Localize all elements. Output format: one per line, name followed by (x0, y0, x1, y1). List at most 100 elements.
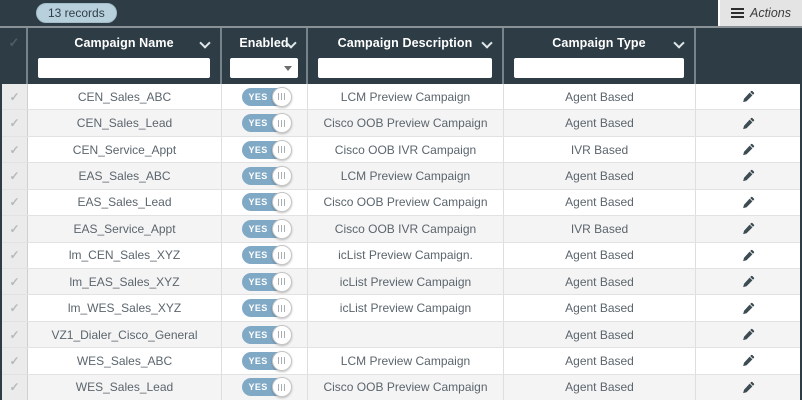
campaign-name-cell: CEN_Sales_ABC (28, 84, 222, 110)
enabled-cell: YES (222, 136, 308, 163)
select-all-header-cell[interactable]: ✓ (2, 28, 28, 84)
edit-button[interactable] (696, 375, 800, 400)
checkmark-icon: ✓ (9, 142, 20, 157)
column-header-campaign-description[interactable]: Campaign Description (308, 28, 504, 84)
table-row: ✓ EAS_Sales_ABC YES LCM Preview Campaign… (2, 163, 800, 190)
enabled-cell: YES (222, 374, 308, 401)
campaign-type-cell: Agent Based (504, 84, 696, 110)
enabled-toggle[interactable]: YES (241, 113, 292, 134)
campaign-type-cell: Agent Based (504, 242, 696, 268)
enabled-toggle[interactable]: YES (241, 165, 292, 186)
toggle-knob[interactable] (271, 192, 292, 213)
toggle-knob[interactable] (271, 245, 292, 266)
row-select-cell[interactable]: ✓ (2, 242, 28, 268)
toggle-on-label: YES (248, 382, 268, 393)
campaign-description-cell: LCM Preview Campaign (308, 348, 504, 374)
toggle-knob[interactable] (271, 113, 292, 134)
campaign-type-cell: Agent Based (504, 321, 696, 348)
table-row: ✓ CEN_Sales_ABC YES LCM Preview Campaign… (2, 84, 800, 111)
enabled-toggle[interactable]: YES (241, 245, 292, 266)
toggle-knob[interactable] (271, 218, 292, 239)
campaign-type-cell: Agent Based (504, 110, 696, 136)
checkmark-icon: ✓ (9, 195, 20, 210)
campaign-description-cell: LCM Preview Campaign (308, 163, 504, 189)
enabled-toggle[interactable]: YES (241, 298, 292, 319)
edit-button[interactable] (696, 190, 800, 215)
campaign-name-filter-input[interactable] (38, 58, 210, 78)
column-header-enabled[interactable]: Enabled (222, 28, 308, 84)
edit-button[interactable] (696, 110, 800, 135)
campaign-type-cell: Agent Based (504, 295, 696, 321)
edit-button[interactable] (696, 216, 800, 241)
edit-cell (696, 295, 800, 321)
enabled-toggle[interactable]: YES (241, 271, 292, 292)
enabled-toggle[interactable]: YES (241, 218, 292, 239)
column-header-campaign-name[interactable]: Campaign Name (28, 28, 222, 84)
campaign-name-cell: VZ1_Dialer_Cisco_General (28, 321, 222, 348)
toggle-knob[interactable] (271, 298, 292, 319)
table-body: ✓ CEN_Sales_ABC YES LCM Preview Campaign… (2, 84, 800, 401)
toggle-on-label: YES (248, 250, 268, 261)
edit-button[interactable] (696, 295, 800, 320)
campaign-type-cell: Agent Based (504, 189, 696, 216)
enabled-toggle[interactable]: YES (241, 192, 292, 213)
row-select-cell[interactable]: ✓ (2, 268, 28, 295)
edit-button[interactable] (696, 348, 800, 373)
row-select-cell[interactable]: ✓ (2, 216, 28, 242)
toggle-knob[interactable] (271, 271, 292, 292)
enabled-cell: YES (222, 242, 308, 268)
toggle-knob[interactable] (271, 324, 292, 345)
row-select-cell[interactable]: ✓ (2, 374, 28, 401)
enabled-cell: YES (222, 110, 308, 136)
campaign-name-cell: WES_Sales_ABC (28, 348, 222, 374)
actions-button-label: Actions (750, 6, 791, 20)
checkmark-icon: ✓ (9, 116, 20, 131)
edit-button[interactable] (696, 163, 800, 188)
table-row: ✓ lm_CEN_Sales_XYZ YES icList Preview Ca… (2, 242, 800, 269)
edit-button[interactable] (696, 269, 800, 294)
enabled-toggle[interactable]: YES (241, 324, 292, 345)
toggle-knob[interactable] (271, 86, 292, 107)
edit-button[interactable] (696, 243, 800, 268)
pencil-icon (742, 381, 754, 393)
edit-button[interactable] (696, 137, 800, 162)
toggle-on-label: YES (248, 355, 268, 366)
campaign-description-cell: Cisco OOB Preview Campaign (308, 110, 504, 136)
campaign-name-cell: WES_Sales_Lead (28, 374, 222, 401)
toggle-knob[interactable] (271, 377, 292, 398)
row-select-cell[interactable]: ✓ (2, 189, 28, 216)
actions-button[interactable]: Actions (718, 0, 802, 26)
edit-button[interactable] (696, 322, 800, 347)
enabled-cell: YES (222, 84, 308, 110)
toggle-on-label: YES (248, 91, 268, 102)
campaign-description-header-label: Campaign Description (337, 36, 473, 50)
table-row: ✓ EAS_Sales_Lead YES Cisco OOB Preview C… (2, 189, 800, 217)
toggle-knob[interactable] (271, 350, 292, 371)
toggle-knob[interactable] (271, 139, 292, 160)
row-select-cell[interactable]: ✓ (2, 321, 28, 348)
column-header-campaign-type[interactable]: Campaign Type (504, 28, 696, 84)
pencil-icon (742, 275, 754, 288)
enabled-toggle[interactable]: YES (241, 139, 292, 160)
row-select-cell[interactable]: ✓ (2, 295, 28, 321)
enabled-toggle[interactable]: YES (241, 377, 292, 398)
row-select-cell[interactable]: ✓ (2, 348, 28, 374)
row-select-cell[interactable]: ✓ (2, 84, 28, 110)
toggle-knob[interactable] (271, 165, 292, 186)
table-row: ✓ lm_WES_Sales_XYZ YES icList Preview Ca… (2, 295, 800, 322)
campaign-name-header-label: Campaign Name (74, 36, 174, 50)
enabled-cell: YES (222, 295, 308, 321)
checkmark-icon[interactable]: ✓ (8, 35, 20, 50)
edit-button[interactable] (696, 84, 800, 109)
enabled-filter-select[interactable] (230, 58, 298, 78)
row-select-cell[interactable]: ✓ (2, 110, 28, 136)
row-select-cell[interactable]: ✓ (2, 163, 28, 189)
campaign-type-filter-input[interactable] (514, 58, 684, 78)
row-select-cell[interactable]: ✓ (2, 136, 28, 163)
enabled-header-label: Enabled (239, 36, 289, 50)
enabled-toggle[interactable]: YES (241, 350, 292, 371)
campaign-description-cell: Cisco OOB IVR Campaign (308, 136, 504, 163)
campaign-name-cell: CEN_Sales_Lead (28, 110, 222, 136)
campaign-description-filter-input[interactable] (318, 58, 492, 78)
enabled-toggle[interactable]: YES (241, 86, 292, 107)
